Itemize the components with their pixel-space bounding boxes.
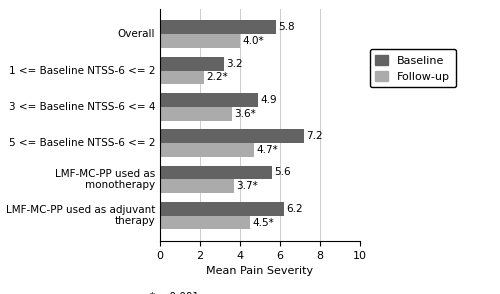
Text: *p<0.001: *p<0.001	[150, 292, 200, 294]
X-axis label: Mean Pain Severity: Mean Pain Severity	[206, 266, 314, 276]
Bar	[160, 71, 204, 84]
Text: 5.6: 5.6	[274, 168, 290, 178]
Text: 4.7*: 4.7*	[256, 145, 278, 155]
Text: 4.9: 4.9	[260, 95, 276, 105]
Text: 4.0*: 4.0*	[242, 36, 264, 46]
Bar	[160, 107, 232, 121]
Text: 3.2: 3.2	[226, 59, 242, 69]
Text: 7.2: 7.2	[306, 131, 322, 141]
Bar	[160, 93, 258, 107]
Bar	[160, 216, 250, 230]
Bar	[160, 143, 254, 157]
Bar	[160, 202, 284, 216]
Text: 3.6*: 3.6*	[234, 109, 256, 119]
Bar	[160, 57, 224, 71]
Text: 5.8: 5.8	[278, 22, 294, 32]
Bar	[160, 129, 304, 143]
Bar	[160, 34, 240, 48]
Bar	[160, 179, 234, 193]
Text: 4.5*: 4.5*	[252, 218, 274, 228]
Bar	[160, 21, 276, 34]
Text: 6.2: 6.2	[286, 204, 302, 214]
Text: 2.2*: 2.2*	[206, 72, 228, 82]
Legend: Baseline, Follow-up: Baseline, Follow-up	[370, 49, 456, 87]
Text: 3.7*: 3.7*	[236, 181, 258, 191]
Bar	[160, 166, 272, 179]
